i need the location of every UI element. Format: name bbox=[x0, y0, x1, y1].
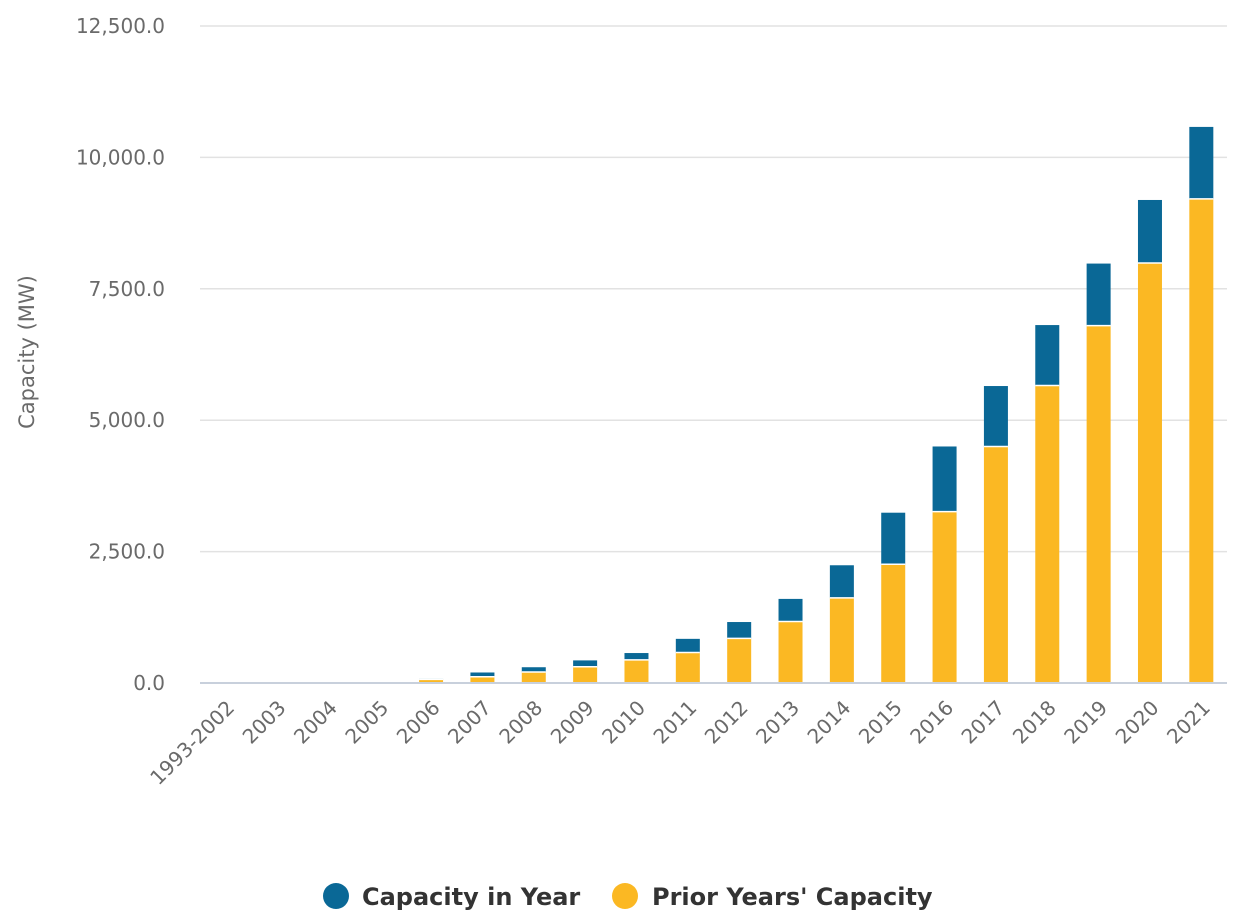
y-tick-label: 0.0 bbox=[133, 671, 165, 695]
x-tick-label: 2015 bbox=[854, 696, 907, 749]
bar-prior-years-capacity[interactable] bbox=[932, 511, 957, 683]
bar-capacity-in-year[interactable] bbox=[470, 672, 495, 677]
x-tick-label: 2020 bbox=[1111, 696, 1164, 749]
bar-capacity-in-year[interactable] bbox=[573, 660, 598, 667]
y-tick-label: 5,000.0 bbox=[89, 408, 165, 432]
bar-capacity-in-year[interactable] bbox=[1137, 199, 1162, 264]
bar-prior-years-capacity[interactable] bbox=[624, 659, 649, 683]
bar-prior-years-capacity[interactable] bbox=[1086, 325, 1111, 683]
y-tick-label: 2,500.0 bbox=[89, 540, 165, 564]
bar-prior-years-capacity[interactable] bbox=[881, 564, 906, 683]
bar-capacity-in-year[interactable] bbox=[1086, 263, 1111, 326]
bar-prior-years-capacity[interactable] bbox=[521, 671, 546, 683]
bar-prior-years-capacity[interactable] bbox=[1035, 385, 1060, 683]
bar-prior-years-capacity[interactable] bbox=[1189, 198, 1214, 683]
bar-capacity-in-year[interactable] bbox=[829, 565, 854, 598]
bar-capacity-in-year[interactable] bbox=[932, 446, 957, 512]
x-tick-label: 2017 bbox=[956, 696, 1009, 749]
x-tick-label: 2014 bbox=[802, 696, 855, 749]
bar-prior-years-capacity[interactable] bbox=[983, 446, 1008, 683]
x-tick-label: 2009 bbox=[546, 696, 599, 749]
x-tick-label: 2007 bbox=[443, 696, 496, 749]
x-tick-label: 2003 bbox=[238, 696, 291, 749]
x-tick-label: 2013 bbox=[751, 696, 804, 749]
x-tick-label: 2018 bbox=[1008, 696, 1061, 749]
y-axis-ticks: 0.0 2,500.0 5,000.0 7,500.0 10,000.0 12,500.0 bbox=[76, 14, 165, 695]
x-tick-label: 2021 bbox=[1162, 696, 1215, 749]
bar-capacity-in-year[interactable] bbox=[675, 638, 700, 653]
legend-swatch-capacity-in-year bbox=[323, 883, 349, 909]
x-tick-label: 2019 bbox=[1059, 696, 1112, 749]
bar-capacity-in-year[interactable] bbox=[778, 598, 803, 622]
bar-capacity-in-year[interactable] bbox=[624, 653, 649, 660]
gridlines bbox=[200, 25, 1227, 553]
y-tick-label: 10,000.0 bbox=[76, 145, 165, 169]
x-tick-label: 2008 bbox=[494, 696, 547, 749]
bar-prior-years-capacity[interactable] bbox=[419, 679, 444, 683]
bar-prior-years-capacity[interactable] bbox=[1137, 263, 1162, 683]
bar-capacity-in-year[interactable] bbox=[1035, 325, 1060, 386]
bars bbox=[419, 126, 1214, 683]
bar-prior-years-capacity[interactable] bbox=[778, 621, 803, 683]
x-tick-label: 1993-2002 bbox=[145, 696, 239, 790]
x-tick-label: 2016 bbox=[905, 696, 958, 749]
legend-item-prior-years-capacity[interactable]: Prior Years' Capacity bbox=[612, 883, 933, 911]
x-tick-label: 2006 bbox=[392, 696, 445, 749]
x-tick-label: 2010 bbox=[597, 696, 650, 749]
legend-item-capacity-in-year[interactable]: Capacity in Year bbox=[323, 883, 580, 911]
bar-prior-years-capacity[interactable] bbox=[675, 652, 700, 683]
x-tick-label: 2005 bbox=[340, 696, 393, 749]
x-tick-label: 2011 bbox=[648, 696, 701, 749]
x-axis-ticks: 1993-20022003200420052006200720082009201… bbox=[145, 696, 1215, 790]
y-tick-label: 12,500.0 bbox=[76, 14, 165, 38]
legend-label-capacity-in-year: Capacity in Year bbox=[362, 883, 580, 911]
y-tick-label: 7,500.0 bbox=[89, 277, 165, 301]
bar-prior-years-capacity[interactable] bbox=[470, 676, 495, 683]
bar-prior-years-capacity[interactable] bbox=[829, 597, 854, 683]
x-tick-label: 2004 bbox=[289, 696, 342, 749]
legend: Capacity in Year Prior Years' Capacity bbox=[323, 883, 933, 911]
bar-prior-years-capacity[interactable] bbox=[727, 638, 752, 683]
y-axis-label: Capacity (MW) bbox=[15, 275, 39, 429]
legend-swatch-prior-years-capacity bbox=[612, 883, 638, 909]
bar-capacity-in-year[interactable] bbox=[983, 386, 1008, 447]
x-tick-label: 2012 bbox=[700, 696, 753, 749]
legend-label-prior-years-capacity: Prior Years' Capacity bbox=[652, 883, 933, 911]
bar-capacity-in-year[interactable] bbox=[1189, 126, 1214, 199]
bar-capacity-in-year[interactable] bbox=[521, 667, 546, 672]
bar-capacity-in-year[interactable] bbox=[881, 512, 906, 565]
bar-capacity-in-year[interactable] bbox=[727, 622, 752, 639]
bar-prior-years-capacity[interactable] bbox=[573, 666, 598, 683]
